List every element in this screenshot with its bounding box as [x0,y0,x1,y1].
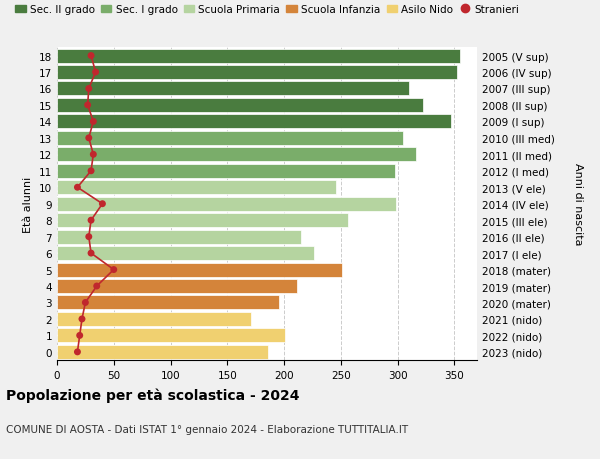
Point [73,184,82,191]
Point [109,266,119,274]
Bar [57,230,301,244]
Bar [57,115,451,129]
Bar [57,148,416,162]
Bar [57,197,397,211]
Bar [57,82,409,96]
Bar [57,345,268,359]
Bar [57,181,336,195]
Bar [57,312,251,326]
Point [84,85,94,93]
Bar [57,214,347,228]
Bar [57,329,285,343]
Bar [57,296,280,310]
Point [91,69,100,77]
Point [86,53,96,60]
Point [84,135,94,142]
Legend: Sec. II grado, Sec. I grado, Scuola Primaria, Scuola Infanzia, Asilo Nido, Stran: Sec. II grado, Sec. I grado, Scuola Prim… [15,5,519,15]
Point [92,283,101,290]
Point [89,118,98,126]
Point [84,234,94,241]
Bar [57,50,460,63]
Bar [57,263,342,277]
Bar [57,132,403,146]
Bar [57,66,457,80]
Bar [57,280,296,293]
Point [75,332,85,339]
Point [77,316,87,323]
Point [86,168,96,175]
Text: COMUNE DI AOSTA - Dati ISTAT 1° gennaio 2024 - Elaborazione TUTTITALIA.IT: COMUNE DI AOSTA - Dati ISTAT 1° gennaio … [6,425,408,435]
Bar [57,164,395,179]
Point [80,299,90,307]
Point [98,201,107,208]
Text: Popolazione per età scolastica - 2024: Popolazione per età scolastica - 2024 [6,388,299,403]
Y-axis label: Anni di nascita: Anni di nascita [573,163,583,246]
Y-axis label: Età alunni: Età alunni [23,176,34,232]
Point [83,102,92,109]
Point [86,217,96,224]
Point [86,250,96,257]
Point [89,151,98,159]
Point [73,348,82,356]
Bar [57,99,422,112]
Bar [57,246,314,261]
